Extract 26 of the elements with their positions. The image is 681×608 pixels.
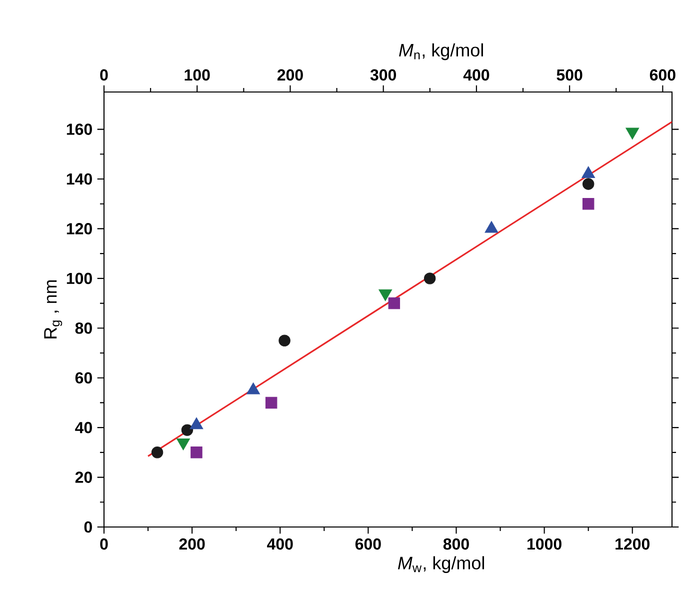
x-tick-label: 800 xyxy=(443,538,469,550)
x2-tick-label: 100 xyxy=(184,69,210,81)
y-tick-label: 120 xyxy=(66,223,92,234)
x-tick-label: 600 xyxy=(355,538,381,550)
x-tick-label: 400 xyxy=(267,538,293,550)
x-tick-label: 1200 xyxy=(616,538,650,550)
x2-tick-label: 0 xyxy=(100,69,108,81)
x2-tick-label: 600 xyxy=(650,69,676,81)
x-axis-title: M$_{w}$, kg/mol xyxy=(398,556,484,573)
x2-tick-label: 200 xyxy=(277,69,303,81)
x2-tick-label: 400 xyxy=(463,69,490,81)
y-tick-label: 20 xyxy=(75,472,92,483)
y-tick-label: 0 xyxy=(84,521,92,533)
x2-axis-title: M$_{n}$, kg/mol xyxy=(399,43,483,60)
y-tick-label: 160 xyxy=(66,124,92,135)
x2-tick-label: 300 xyxy=(370,69,396,81)
y-tick-label: 100 xyxy=(66,272,92,284)
x-tick-label: 1000 xyxy=(528,538,562,550)
y-tick-label: 140 xyxy=(66,173,92,185)
y-axis-title: R$_{g}$ , nm xyxy=(44,280,62,338)
y-tick-label: 40 xyxy=(75,422,92,434)
x-tick-label: 200 xyxy=(179,538,205,550)
x-tick-label: 0 xyxy=(100,538,108,550)
x2-tick-label: 500 xyxy=(556,69,582,81)
y-tick-label: 80 xyxy=(75,322,92,334)
y-tick-label: 60 xyxy=(75,372,92,384)
